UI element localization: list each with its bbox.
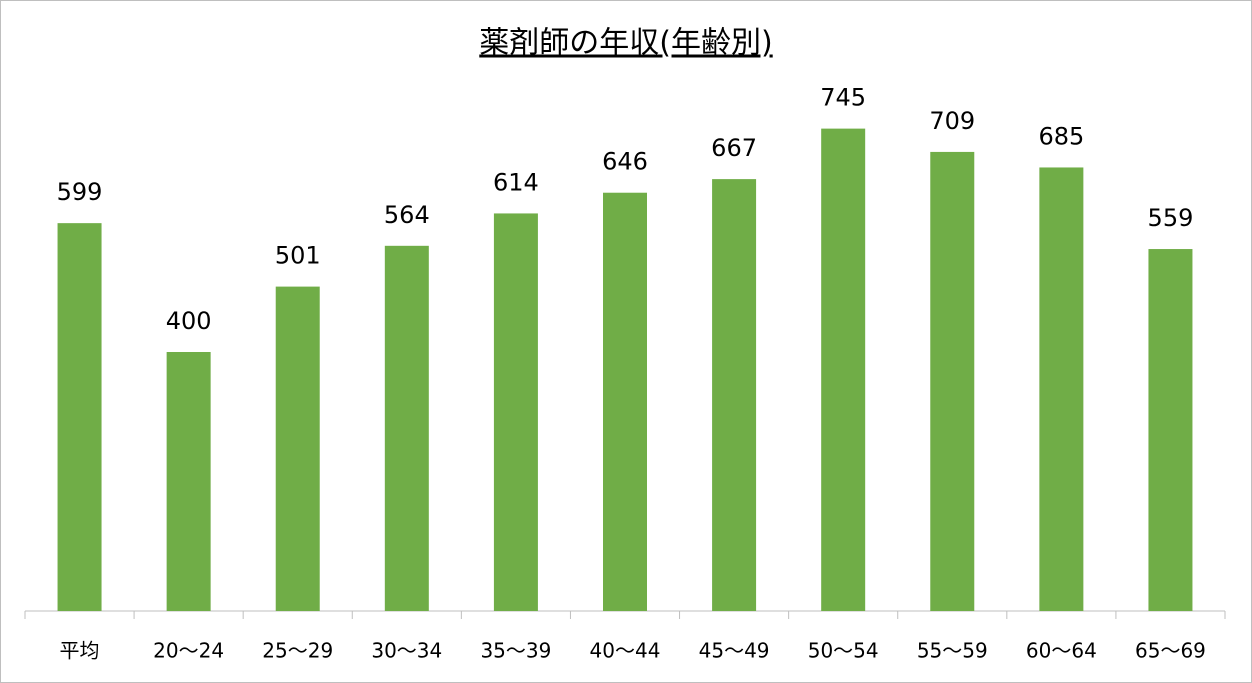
bar <box>930 151 975 612</box>
bar <box>1148 249 1193 612</box>
data-label: 709 <box>929 107 975 135</box>
data-label: 614 <box>493 168 539 196</box>
data-label: 564 <box>384 201 430 229</box>
chart-title: 薬剤師の年収(年齢別) <box>479 26 772 61</box>
data-label: 646 <box>602 148 648 176</box>
bar <box>603 192 647 611</box>
x-tick-label: 20〜24 <box>153 639 224 663</box>
x-tick-label: 50〜54 <box>808 639 879 663</box>
bar <box>57 223 102 611</box>
x-tick-label: 45〜49 <box>699 639 770 663</box>
bar <box>493 213 538 611</box>
x-tick-label: 35〜39 <box>480 639 551 663</box>
x-tick-label: 25〜29 <box>262 639 333 663</box>
bar <box>166 352 211 611</box>
bar <box>275 286 320 611</box>
data-label: 685 <box>1038 122 1084 150</box>
bar <box>384 245 429 611</box>
x-tick-label: 55〜59 <box>917 639 988 663</box>
x-tick-label: 30〜34 <box>371 639 442 663</box>
x-tick-label: 40〜44 <box>590 639 661 663</box>
data-label: 400 <box>166 307 212 335</box>
bar <box>821 128 866 612</box>
data-label: 501 <box>275 242 321 270</box>
data-label: 599 <box>57 178 103 206</box>
bar <box>1039 167 1084 611</box>
data-label: 559 <box>1148 204 1194 232</box>
data-label: 745 <box>820 84 866 112</box>
x-tick-label: 65〜69 <box>1135 639 1206 663</box>
data-label: 667 <box>711 134 757 162</box>
x-tick-label: 60〜64 <box>1026 639 1097 663</box>
x-tick-label: 平均 <box>60 639 100 663</box>
bar <box>712 179 757 611</box>
